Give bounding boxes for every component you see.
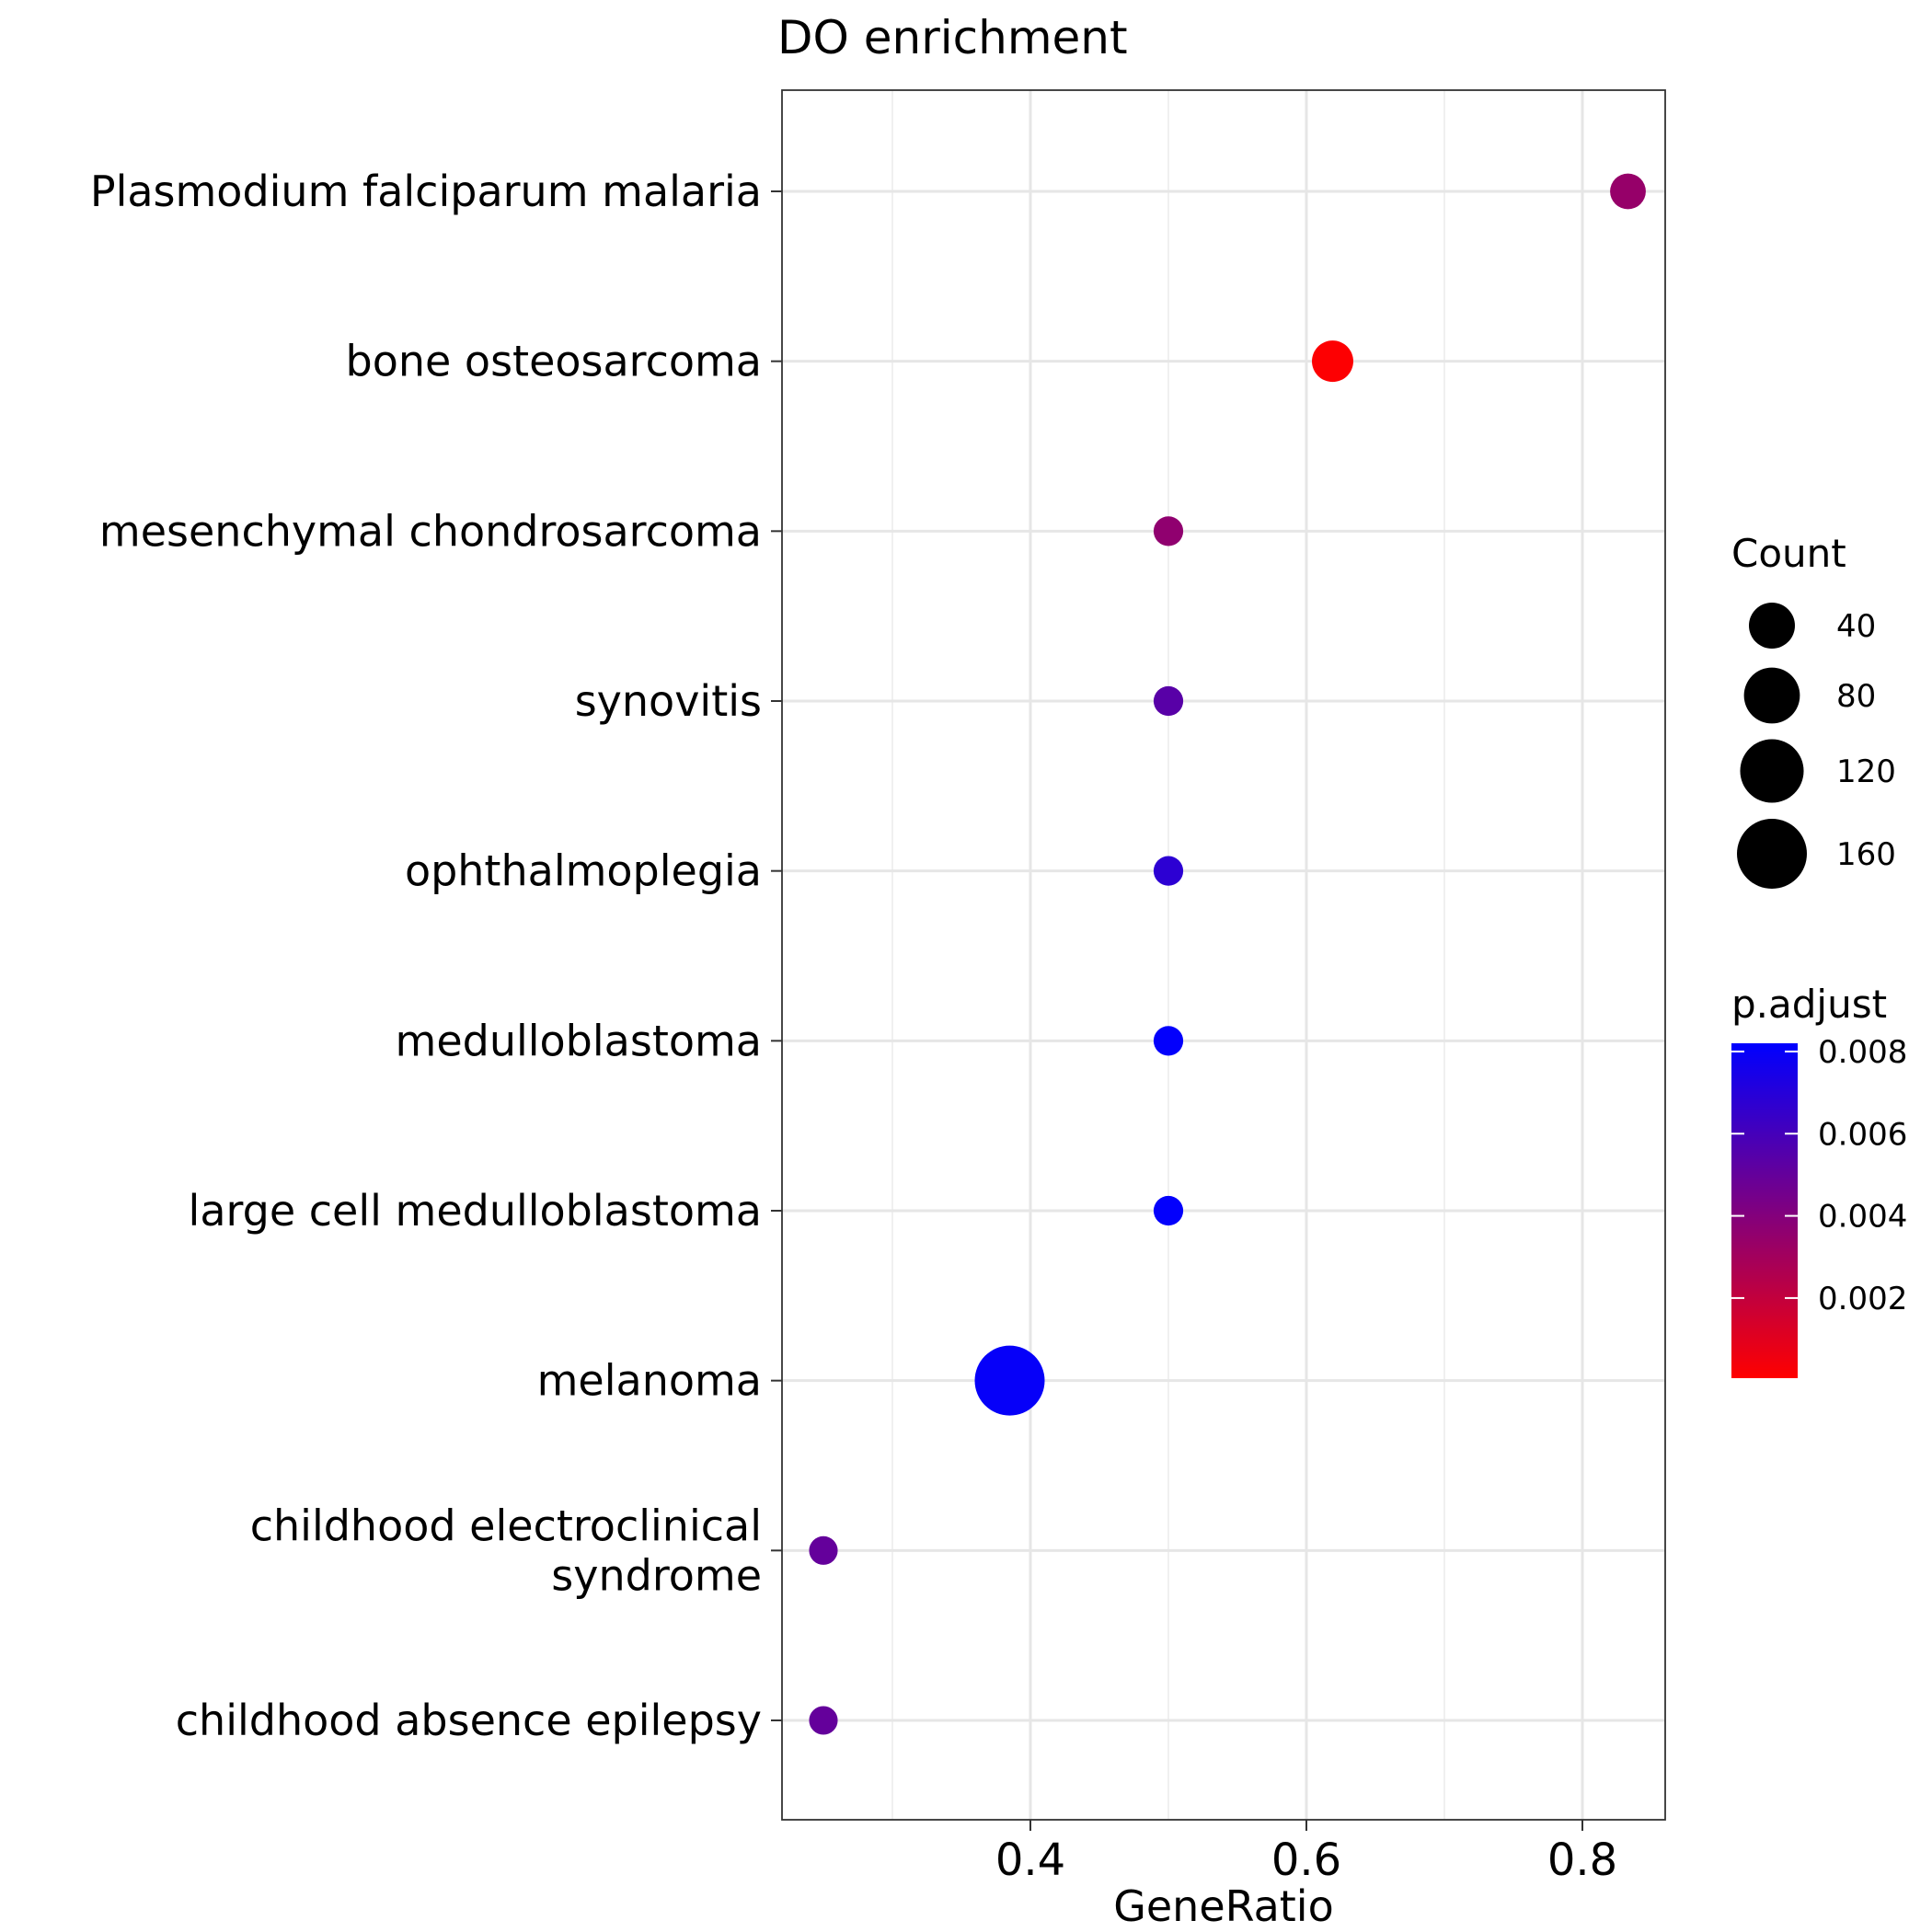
size-legend-key: [1740, 739, 1804, 803]
y-tick-label: synovitis: [575, 676, 762, 726]
color-legend-label: 0.008: [1818, 1034, 1907, 1071]
size-legend-label: 120: [1836, 753, 1896, 790]
size-legend: Count 40 80 120 160: [1731, 531, 1896, 889]
size-legend-key: [1749, 603, 1795, 649]
color-legend-label: 0.004: [1818, 1199, 1907, 1236]
size-legend-title: Count: [1731, 531, 1846, 576]
grid-layer: [782, 90, 1665, 1820]
x-tick-label: 0.8: [1547, 1834, 1617, 1886]
data-point: [1153, 1026, 1184, 1056]
size-legend-label: 160: [1836, 836, 1896, 873]
y-tick-label-line: bone osteosarcoma: [346, 337, 763, 386]
data-point: [1153, 1195, 1184, 1226]
x-tick-label: 0.4: [995, 1834, 1065, 1886]
y-tick-label-line: Plasmodium falciparum malaria: [90, 167, 762, 216]
plot-panel-border: [781, 89, 1666, 1821]
y-tick-label-line: childhood electroclinical: [250, 1501, 762, 1550]
color-legend-label: 0.006: [1818, 1116, 1907, 1153]
y-tick-label: childhood absence epilepsy: [176, 1696, 762, 1745]
y-tick-label: childhood electroclinical syndrome: [250, 1501, 762, 1600]
y-tick-label-line: medulloblastoma: [396, 1016, 762, 1065]
data-point: [1153, 685, 1184, 717]
color-legend: p.adjust 0.008 0.006 0.004 0.002: [1731, 982, 1907, 1378]
data-point: [1312, 340, 1353, 383]
y-tick-label-line: synovitis: [575, 676, 762, 726]
x-axis: 0.4 0.6 0.8: [995, 1820, 1617, 1886]
color-legend-bar: [1731, 1043, 1798, 1378]
color-legend-label: 0.002: [1818, 1281, 1907, 1317]
y-tick-label: ophthalmoplegia: [405, 846, 762, 896]
y-tick-label: mesenchymal chondrosarcoma: [99, 506, 762, 556]
size-legend-key: [1737, 819, 1807, 889]
points-layer: [809, 173, 1646, 1735]
y-tick-label: melanoma: [537, 1356, 762, 1406]
y-tick-label-line: syndrome: [551, 1550, 762, 1600]
y-axis: Plasmodium falciparum malaria bone osteos…: [90, 167, 782, 1745]
chart-title: DO enrichment: [777, 11, 1128, 64]
data-point: [974, 1345, 1045, 1416]
size-legend-label: 40: [1836, 608, 1876, 645]
color-legend-title: p.adjust: [1731, 982, 1887, 1027]
y-tick-label-line: melanoma: [537, 1356, 762, 1406]
size-legend-key: [1743, 667, 1800, 724]
y-tick-label: large cell medulloblastoma: [189, 1186, 762, 1236]
size-legend-label: 80: [1836, 678, 1876, 715]
y-tick-label-line: ophthalmoplegia: [405, 846, 762, 896]
y-tick-label: medulloblastoma: [396, 1016, 762, 1065]
data-point: [809, 1535, 838, 1565]
data-point: [1153, 516, 1184, 546]
y-tick-label-line: mesenchymal chondrosarcoma: [99, 506, 762, 556]
x-tick-label: 0.6: [1271, 1834, 1341, 1886]
data-point: [1610, 173, 1646, 210]
x-axis-title: GeneRatio: [1113, 1881, 1334, 1931]
y-tick-label-line: childhood absence epilepsy: [176, 1696, 762, 1745]
data-point: [1153, 856, 1184, 886]
y-tick-label: bone osteosarcoma: [346, 337, 763, 386]
y-tick-label-line: large cell medulloblastoma: [189, 1186, 762, 1236]
y-tick-label: Plasmodium falciparum malaria: [90, 167, 762, 216]
data-point: [809, 1706, 838, 1735]
